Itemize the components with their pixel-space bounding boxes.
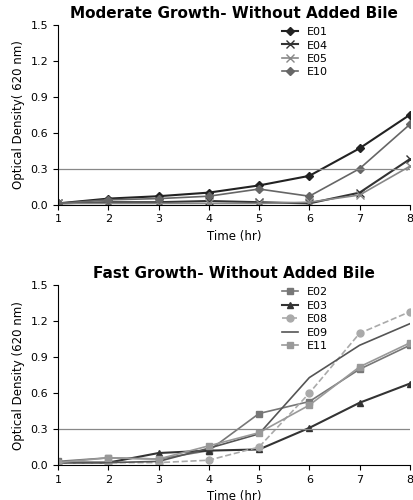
E02: [55, 458, 60, 464]
E02: [156, 456, 161, 462]
Title: Moderate Growth- Without Added Bile: Moderate Growth- Without Added Bile: [70, 6, 397, 21]
E11: [55, 460, 60, 466]
E05: [256, 200, 261, 206]
E03: [256, 446, 261, 452]
E10: [55, 200, 60, 206]
E01: [105, 196, 110, 202]
E02: [256, 410, 261, 416]
E11: [256, 430, 261, 436]
E05: [55, 200, 60, 206]
E05: [156, 200, 161, 206]
E03: [356, 400, 361, 406]
E04: [306, 200, 311, 206]
E10: [306, 193, 311, 199]
E04: [206, 198, 211, 204]
E11: [206, 443, 211, 449]
E05: [105, 200, 110, 206]
E10: [256, 186, 261, 192]
E04: [406, 156, 411, 162]
Line: E11: E11: [55, 340, 412, 466]
E09: [356, 342, 361, 348]
E02: [306, 398, 311, 404]
E05: [406, 164, 411, 170]
E10: [156, 196, 161, 202]
E04: [105, 199, 110, 205]
E02: [206, 448, 211, 454]
X-axis label: Time (hr): Time (hr): [206, 490, 261, 500]
E03: [306, 425, 311, 431]
Line: E02: E02: [55, 342, 412, 464]
E11: [356, 364, 361, 370]
E04: [156, 199, 161, 205]
E11: [156, 456, 161, 462]
E01: [306, 173, 311, 179]
E10: [406, 122, 411, 128]
E11: [306, 402, 311, 408]
Line: E03: E03: [55, 381, 412, 466]
Line: E01: E01: [55, 112, 412, 206]
E01: [156, 193, 161, 199]
Y-axis label: Optical Density (620 nm): Optical Density (620 nm): [12, 301, 25, 450]
E01: [256, 182, 261, 188]
E02: [406, 342, 411, 348]
Title: Fast Growth- Without Added Bile: Fast Growth- Without Added Bile: [93, 266, 374, 281]
E04: [256, 199, 261, 205]
E03: [156, 450, 161, 456]
E11: [406, 340, 411, 346]
E01: [406, 112, 411, 118]
E01: [356, 146, 361, 152]
E01: [55, 200, 60, 206]
E09: [256, 431, 261, 437]
E09: [306, 374, 311, 380]
E08: [406, 308, 411, 314]
E02: [356, 366, 361, 372]
Line: E05: E05: [54, 162, 413, 208]
E10: [356, 166, 361, 172]
Line: E10: E10: [55, 122, 412, 206]
E10: [105, 197, 110, 203]
Line: E09: E09: [58, 324, 409, 462]
E09: [406, 320, 411, 326]
E05: [206, 200, 211, 206]
E02: [105, 455, 110, 461]
E09: [55, 460, 60, 466]
E08: [55, 460, 60, 466]
E09: [156, 458, 161, 464]
E08: [356, 330, 361, 336]
E08: [206, 457, 211, 463]
Y-axis label: Optical Density( 620 nm): Optical Density( 620 nm): [12, 40, 25, 189]
E08: [256, 444, 261, 450]
E04: [55, 200, 60, 206]
E08: [306, 390, 311, 396]
E05: [356, 192, 361, 198]
Legend: E01, E04, E05, E10: E01, E04, E05, E10: [281, 27, 328, 78]
E08: [105, 460, 110, 466]
E10: [206, 193, 211, 199]
E03: [105, 460, 110, 466]
E03: [206, 448, 211, 454]
E04: [356, 190, 361, 196]
E08: [156, 460, 161, 466]
E09: [105, 460, 110, 466]
Legend: E02, E03, E08, E09, E11: E02, E03, E08, E09, E11: [281, 288, 328, 352]
E01: [206, 190, 211, 196]
E09: [206, 445, 211, 451]
E03: [55, 460, 60, 466]
Line: E08: E08: [55, 308, 412, 466]
E05: [306, 199, 311, 205]
Line: E04: E04: [54, 155, 413, 208]
X-axis label: Time (hr): Time (hr): [206, 230, 261, 243]
E03: [406, 380, 411, 386]
E11: [105, 455, 110, 461]
